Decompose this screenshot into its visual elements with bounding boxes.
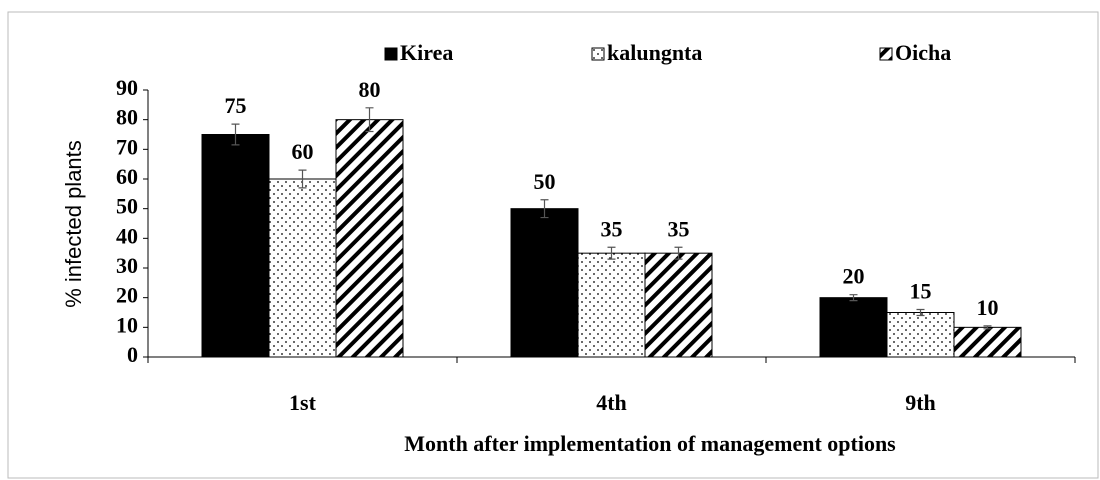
bar [644,252,713,358]
y-tick-label: 40 [116,223,138,248]
x-axis-label: Month after implementation of management… [404,431,896,456]
y-tick-label: 10 [116,312,138,337]
legend-swatch [879,47,893,61]
error-bar [674,246,683,260]
bar [268,178,337,358]
error-bar [231,123,240,146]
y-tick-label: 90 [116,75,138,100]
data-label: 80 [359,77,381,102]
data-label: 15 [910,279,932,304]
error-bar [298,169,307,189]
error-bar [916,308,925,317]
bar [201,134,270,358]
data-label: 60 [292,139,314,164]
legend-label: Kirea [400,40,453,65]
y-tick-label: 0 [127,342,138,367]
legend-label: Oicha [895,40,951,65]
legend-swatch [591,47,605,61]
error-bar [983,325,992,330]
data-label: 50 [534,169,556,194]
legend-swatch [384,47,398,61]
legend-label: kalungnta [607,40,702,65]
y-axis-label: % infected plants [61,140,86,308]
error-bar [365,107,374,133]
error-bar [540,199,549,219]
data-label: 35 [668,216,690,241]
bar [335,119,404,358]
bar [953,326,1022,358]
x-tick-label: 1st [289,390,317,415]
x-tick-label: 9th [905,390,936,415]
error-bar [849,294,858,302]
data-label: 75 [225,93,247,118]
y-tick-label: 60 [116,164,138,189]
y-tick-label: 20 [116,283,138,308]
data-label: 35 [601,216,623,241]
data-label: 20 [843,264,865,289]
bar [577,252,646,358]
y-tick-label: 30 [116,253,138,278]
y-tick-label: 80 [116,105,138,130]
error-bar [607,246,616,260]
bar [510,208,579,358]
bar [886,312,955,358]
y-tick-label: 50 [116,194,138,219]
bar [819,297,888,358]
data-label: 10 [977,295,999,320]
x-tick-label: 4th [596,390,627,415]
y-tick-label: 70 [116,134,138,159]
